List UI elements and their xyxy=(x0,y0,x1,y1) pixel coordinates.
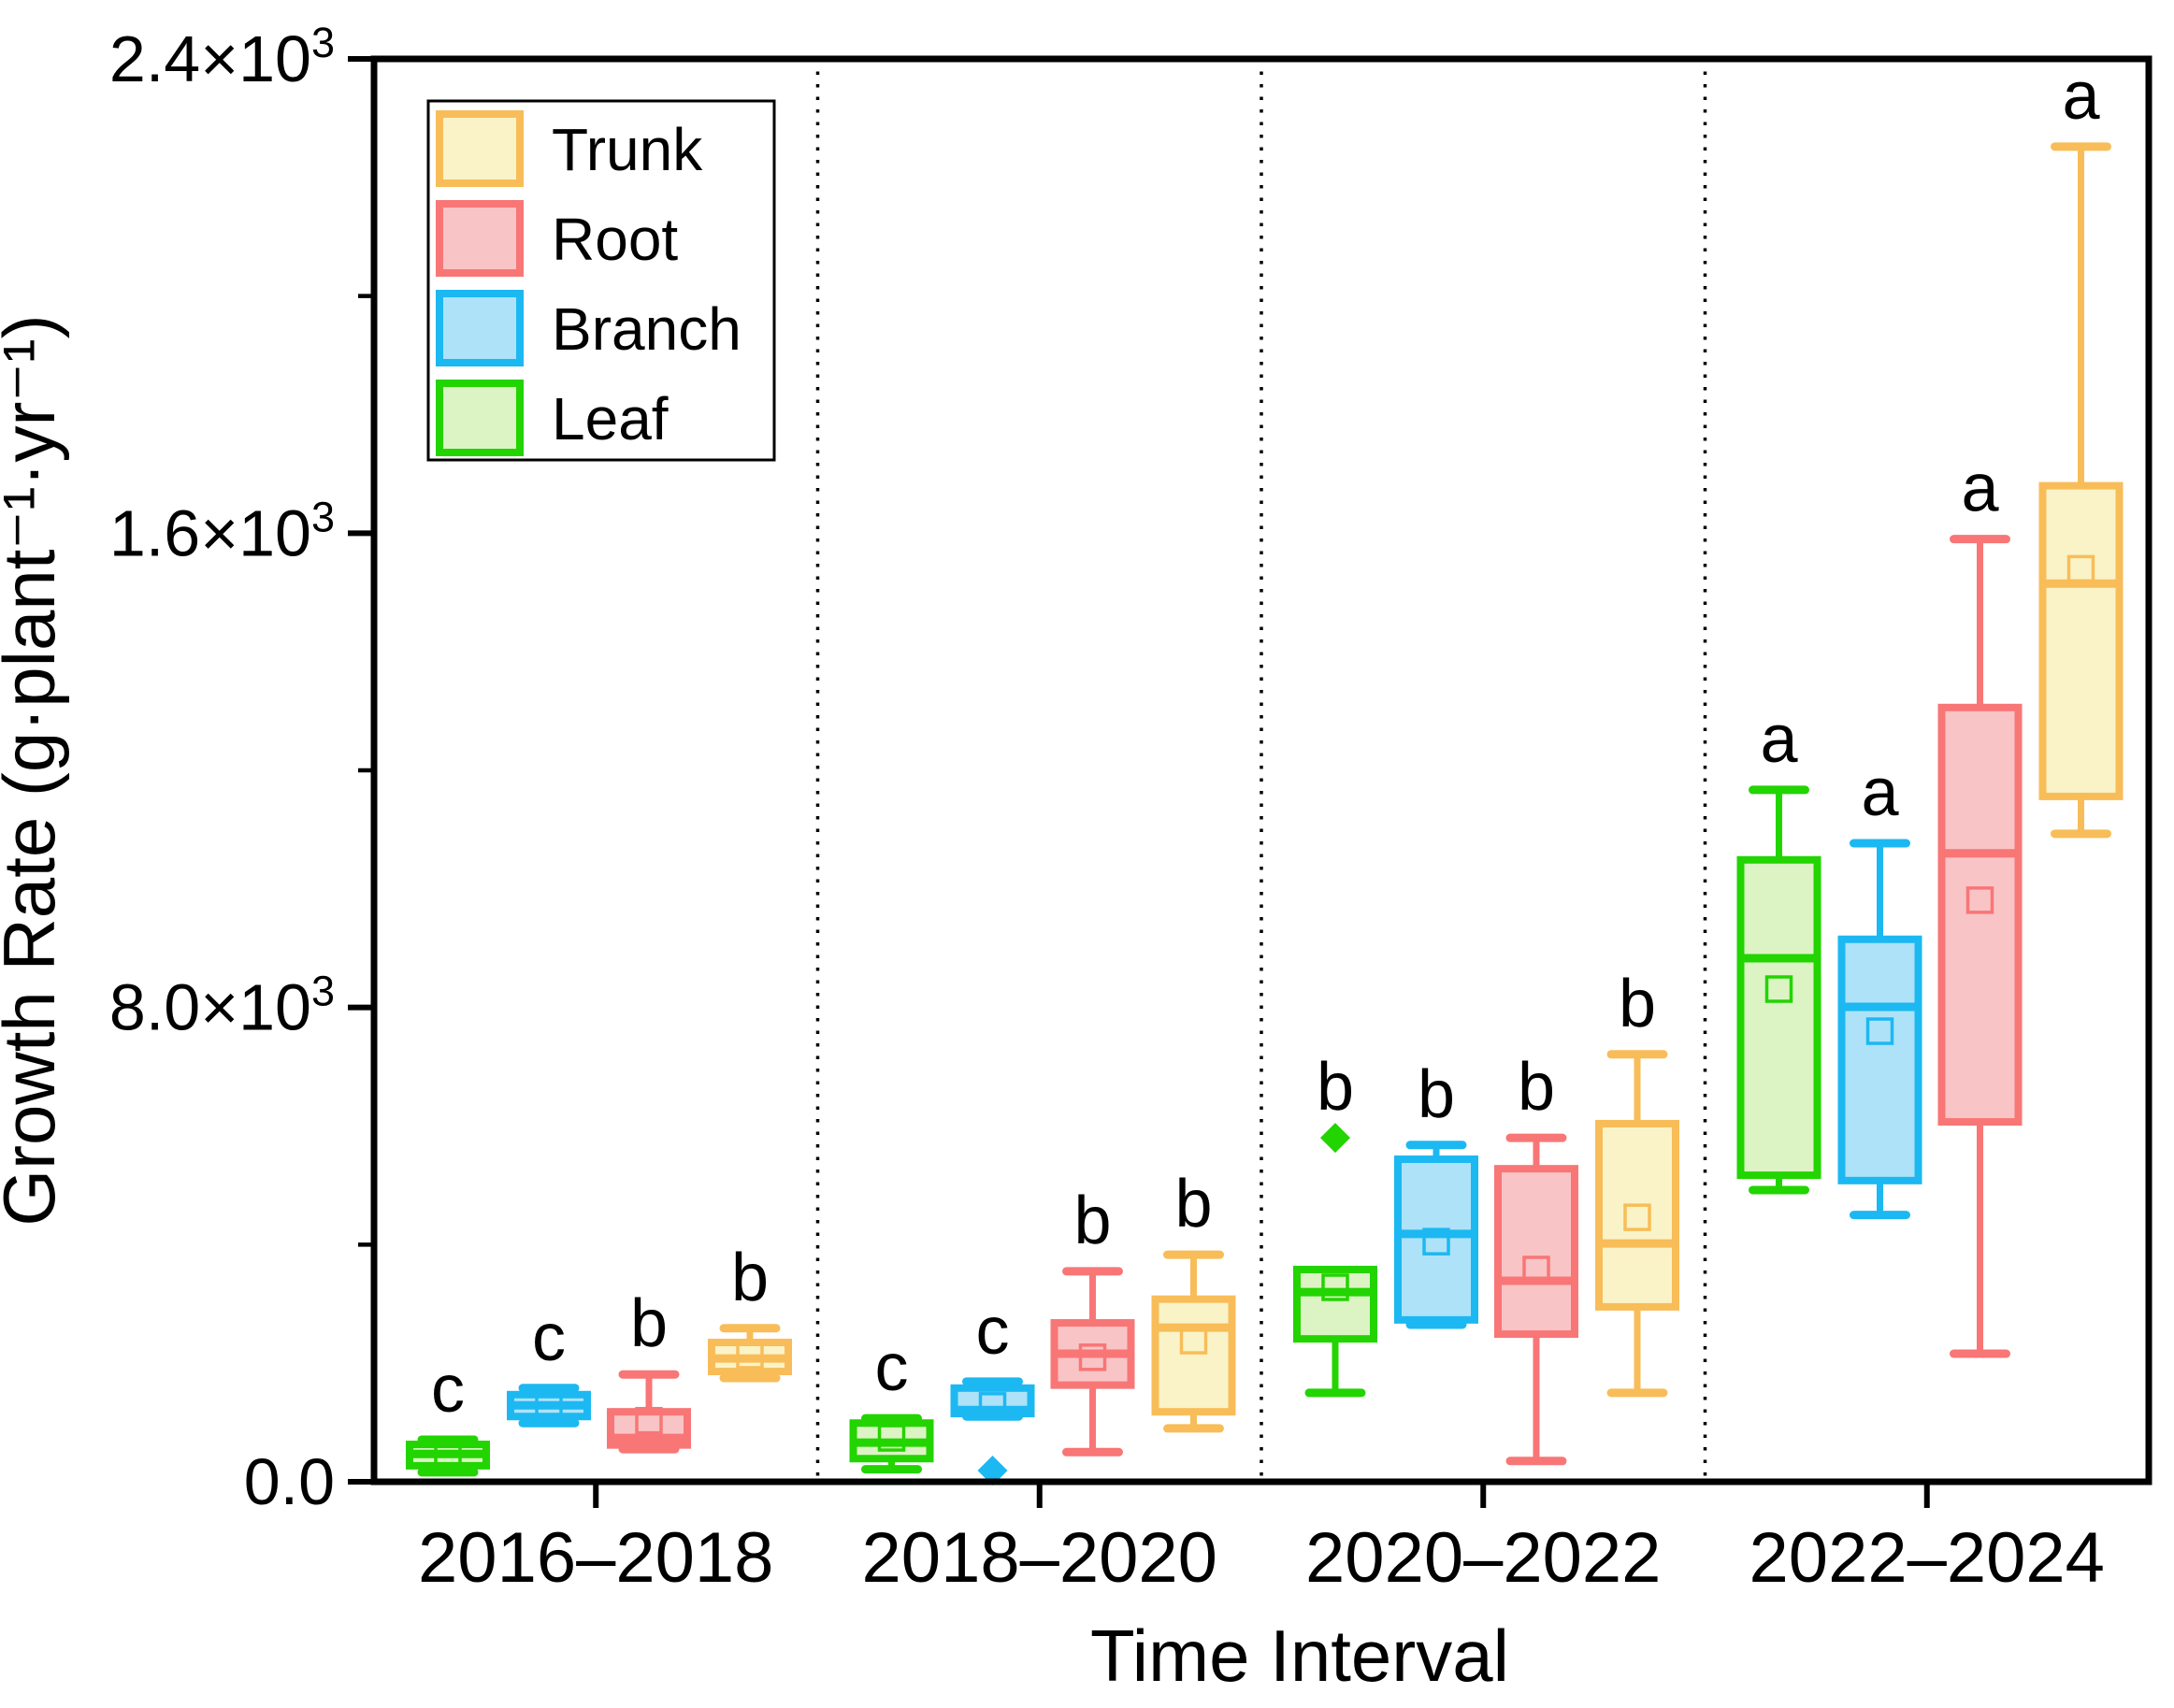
significance-letter: c xyxy=(875,1330,909,1405)
significance-letter: a xyxy=(1961,452,1999,526)
x-tick-label: 2018–2020 xyxy=(862,1518,1217,1598)
plot-border xyxy=(370,55,2152,1486)
mean-marker xyxy=(1422,1227,1450,1256)
legend-swatch xyxy=(436,200,524,277)
legend-label: Branch xyxy=(552,295,741,363)
significance-letter: c xyxy=(532,1300,566,1375)
box-iqr xyxy=(1151,1295,1236,1416)
significance-letter: b xyxy=(1418,1057,1455,1132)
mean-marker xyxy=(1522,1256,1550,1284)
outlier-diamond xyxy=(977,1455,1008,1486)
significance-letter: b xyxy=(630,1286,668,1361)
box-iqr xyxy=(1937,703,2023,1127)
significance-letter: a xyxy=(1760,702,1798,777)
significance-letter: b xyxy=(1317,1050,1354,1125)
outlier-diamond xyxy=(1320,1123,1350,1154)
x-tick-label: 2016–2018 xyxy=(418,1518,773,1598)
y-tick-label: 1.6×103 xyxy=(109,493,335,569)
box-iqr xyxy=(1394,1155,1478,1324)
significance-letter: b xyxy=(1619,967,1656,1041)
mean-marker xyxy=(736,1342,764,1370)
box-iqr xyxy=(1837,935,1922,1184)
x-tick-label: 2022–2024 xyxy=(1749,1518,2105,1598)
legend-swatch xyxy=(436,380,524,456)
y-tick-label: 2.4×103 xyxy=(109,19,335,95)
legend-swatch xyxy=(436,110,524,187)
legend-swatch xyxy=(436,290,524,366)
mean-marker xyxy=(535,1391,563,1419)
box-iqr xyxy=(1293,1265,1377,1343)
significance-letter: a xyxy=(2062,59,2100,134)
x-axis-title: Time Interval xyxy=(1090,1615,1509,1697)
legend-label: Root xyxy=(552,206,678,273)
mean-marker xyxy=(877,1424,906,1452)
box-iqr xyxy=(1595,1119,1679,1311)
significance-letter: b xyxy=(1073,1184,1111,1258)
legend-label: Leaf xyxy=(552,385,669,452)
mean-marker xyxy=(2066,554,2095,583)
y-tick-label: 0.0 xyxy=(244,1445,335,1518)
significance-letter: c xyxy=(431,1352,465,1427)
box-iqr xyxy=(1736,855,1821,1180)
box-iqr xyxy=(2038,481,2124,800)
mean-marker xyxy=(434,1440,462,1468)
box-iqr xyxy=(1494,1165,1578,1339)
significance-letter: a xyxy=(1861,755,1899,830)
y-axis-title: Growth Rate (g·plant⁻¹·yr⁻¹) xyxy=(0,314,70,1226)
mean-marker xyxy=(1965,886,1994,914)
significance-letter: b xyxy=(1174,1167,1212,1242)
significance-letter: b xyxy=(1518,1050,1555,1125)
legend-label: Trunk xyxy=(552,116,703,183)
significance-letter: c xyxy=(976,1294,1010,1369)
significance-letter: b xyxy=(731,1241,769,1315)
mean-marker xyxy=(1179,1327,1208,1355)
mean-marker xyxy=(1865,1017,1894,1045)
mean-marker xyxy=(1321,1273,1349,1301)
mean-marker xyxy=(1764,975,1793,1003)
mean-marker xyxy=(1623,1203,1651,1231)
mean-marker xyxy=(978,1392,1007,1420)
mean-marker xyxy=(1078,1343,1107,1371)
x-tick-label: 2020–2022 xyxy=(1305,1518,1661,1598)
y-tick-label: 8.0×103 xyxy=(109,968,335,1044)
mean-marker xyxy=(635,1406,663,1435)
